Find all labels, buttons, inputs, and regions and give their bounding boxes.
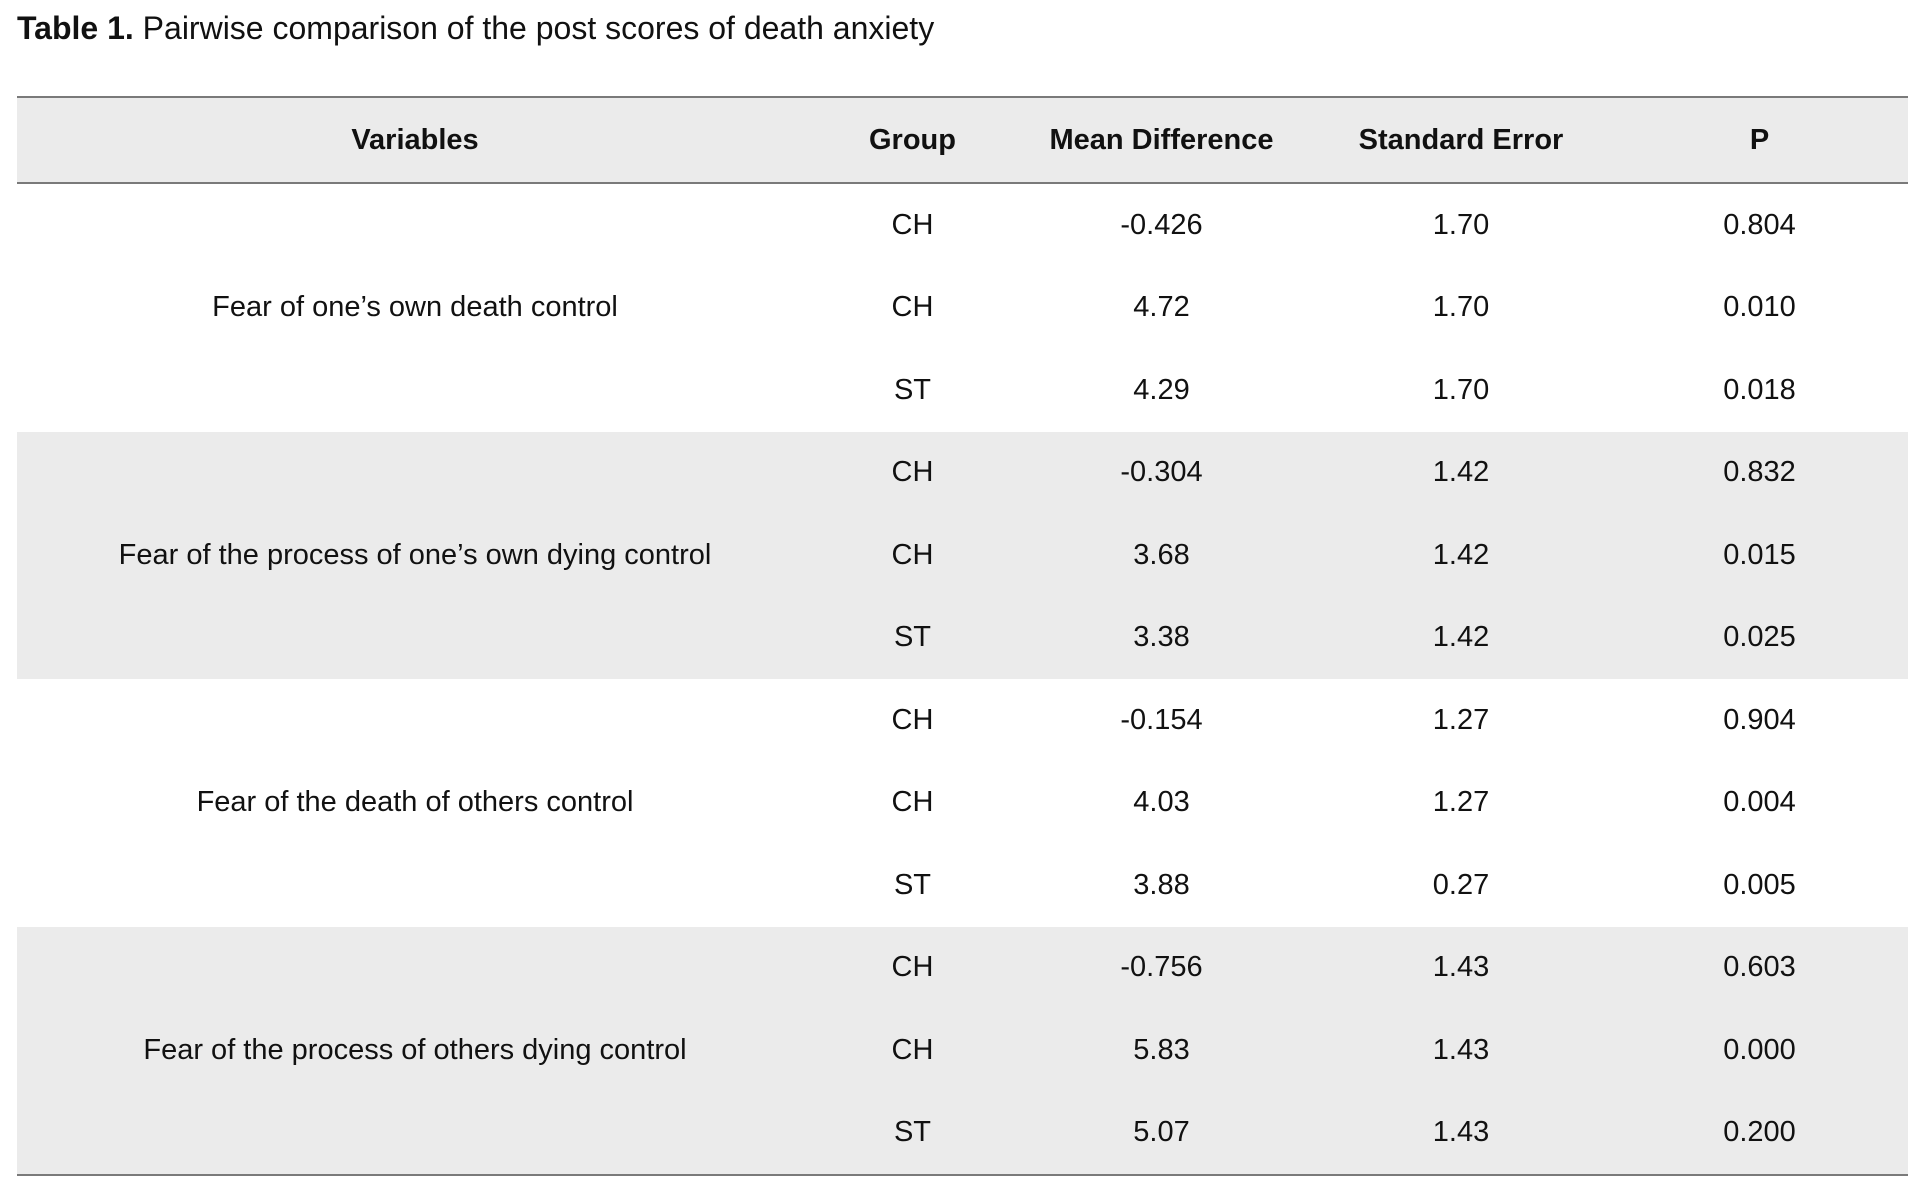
table-row: CH 5.83 1.43 0.000 bbox=[17, 1009, 1908, 1092]
group-cell: CH bbox=[813, 431, 1012, 514]
variable-cell: Fear of the process of others dying cont… bbox=[17, 926, 813, 1176]
group-cell: CH bbox=[891, 786, 934, 819]
standard-error-cell: 1.43 bbox=[1311, 1009, 1611, 1092]
variable-cell: Fear of one’s own death control bbox=[212, 291, 618, 324]
group-cell: CH bbox=[891, 703, 934, 736]
mean-difference-cell: -0.426 bbox=[1120, 208, 1203, 241]
group-cell: ST bbox=[813, 1091, 1012, 1176]
p-value-cell: 0.010 bbox=[1723, 291, 1796, 324]
table-caption-text: Pairwise comparison of the post scores o… bbox=[133, 10, 935, 46]
group-cell: ST bbox=[893, 373, 932, 406]
mean-difference-cell: -0.154 bbox=[1120, 703, 1203, 736]
table-row: ST 3.88 0.27 0.005 bbox=[17, 844, 1908, 927]
pairwise-comparison-table: Variables Group Mean Difference Standard… bbox=[17, 96, 1908, 1176]
table-row: CH 4.72 1.70 0.010 bbox=[17, 267, 1908, 350]
mean-difference-cell: 4.29 bbox=[1133, 373, 1190, 406]
mean-difference-cell: 3.38 bbox=[1012, 596, 1311, 679]
mean-difference-cell: 3.68 bbox=[1012, 514, 1311, 597]
p-value-cell: 0.904 bbox=[1723, 703, 1796, 736]
mean-difference-cell: 5.07 bbox=[1012, 1091, 1311, 1176]
header-variables: Variables bbox=[17, 96, 813, 184]
p-value-cell: 0.603 bbox=[1611, 926, 1908, 1009]
table-row: ST 5.07 1.43 0.200 bbox=[17, 1091, 1908, 1176]
standard-error-cell: 1.70 bbox=[1432, 291, 1490, 324]
standard-error-cell: 1.43 bbox=[1311, 926, 1611, 1009]
standard-error-cell: 0.27 bbox=[1432, 868, 1490, 901]
p-value-cell: 0.018 bbox=[1723, 373, 1796, 406]
p-value-cell: 0.200 bbox=[1611, 1091, 1908, 1176]
p-value-cell: 0.025 bbox=[1611, 596, 1908, 679]
standard-error-cell: 1.43 bbox=[1311, 1091, 1611, 1176]
variable-cell: Fear of the process of one’s own dying c… bbox=[17, 431, 813, 679]
group-cell: CH bbox=[891, 291, 934, 324]
standard-error-cell: 1.70 bbox=[1432, 373, 1490, 406]
table-row: Fear of the process of others dying cont… bbox=[17, 926, 1908, 1176]
group-cell: CH bbox=[891, 208, 934, 241]
standard-error-cell: 1.70 bbox=[1432, 208, 1490, 241]
table-row: ST 3.38 1.42 0.025 bbox=[17, 596, 1908, 679]
mean-difference-cell: -0.304 bbox=[1012, 431, 1311, 514]
table-caption: Table 1. Pairwise comparison of the post… bbox=[17, 6, 934, 50]
table-header-row: Variables Group Mean Difference Standard… bbox=[17, 96, 1908, 184]
group-cell: CH bbox=[813, 1009, 1012, 1092]
p-value-cell: 0.804 bbox=[1723, 208, 1796, 241]
mean-difference-cell: 4.03 bbox=[1133, 786, 1190, 819]
p-value-cell: 0.004 bbox=[1723, 786, 1796, 819]
table-caption-label: Table 1. bbox=[17, 10, 134, 46]
group-cell: ST bbox=[893, 868, 932, 901]
table-row: Fear of one’s own death control CH -0.42… bbox=[17, 183, 1908, 324]
standard-error-cell: 1.42 bbox=[1311, 431, 1611, 514]
mean-difference-cell: 5.83 bbox=[1012, 1009, 1311, 1092]
header-standard-error: Standard Error bbox=[1311, 96, 1611, 184]
standard-error-cell: 1.27 bbox=[1432, 786, 1490, 819]
p-value-cell: 0.015 bbox=[1611, 514, 1908, 597]
variable-cell: Fear of the death of others control bbox=[196, 786, 634, 819]
standard-error-cell: 1.42 bbox=[1311, 596, 1611, 679]
table-row: CH 4.03 1.27 0.004 bbox=[17, 762, 1908, 845]
table-row: CH 3.68 1.42 0.015 bbox=[17, 514, 1908, 597]
table-row: Fear of the death of others control CH -… bbox=[17, 679, 1908, 819]
mean-difference-cell: 4.72 bbox=[1133, 291, 1190, 324]
header-p: P bbox=[1611, 96, 1908, 184]
standard-error-cell: 1.42 bbox=[1311, 514, 1611, 597]
p-value-cell: 0.832 bbox=[1611, 431, 1908, 514]
header-group: Group bbox=[813, 96, 1012, 184]
mean-difference-cell: 3.88 bbox=[1133, 868, 1190, 901]
p-value-cell: 0.000 bbox=[1611, 1009, 1908, 1092]
mean-difference-cell: -0.756 bbox=[1012, 926, 1311, 1009]
header-mean-difference: Mean Difference bbox=[1012, 96, 1311, 184]
table-row: ST 4.29 1.70 0.018 bbox=[17, 349, 1908, 432]
group-cell: CH bbox=[813, 926, 1012, 1009]
table-row: Fear of the process of one’s own dying c… bbox=[17, 431, 1908, 679]
p-value-cell: 0.005 bbox=[1723, 868, 1796, 901]
group-cell: ST bbox=[813, 596, 1012, 679]
standard-error-cell: 1.27 bbox=[1432, 703, 1490, 736]
group-cell: CH bbox=[813, 514, 1012, 597]
